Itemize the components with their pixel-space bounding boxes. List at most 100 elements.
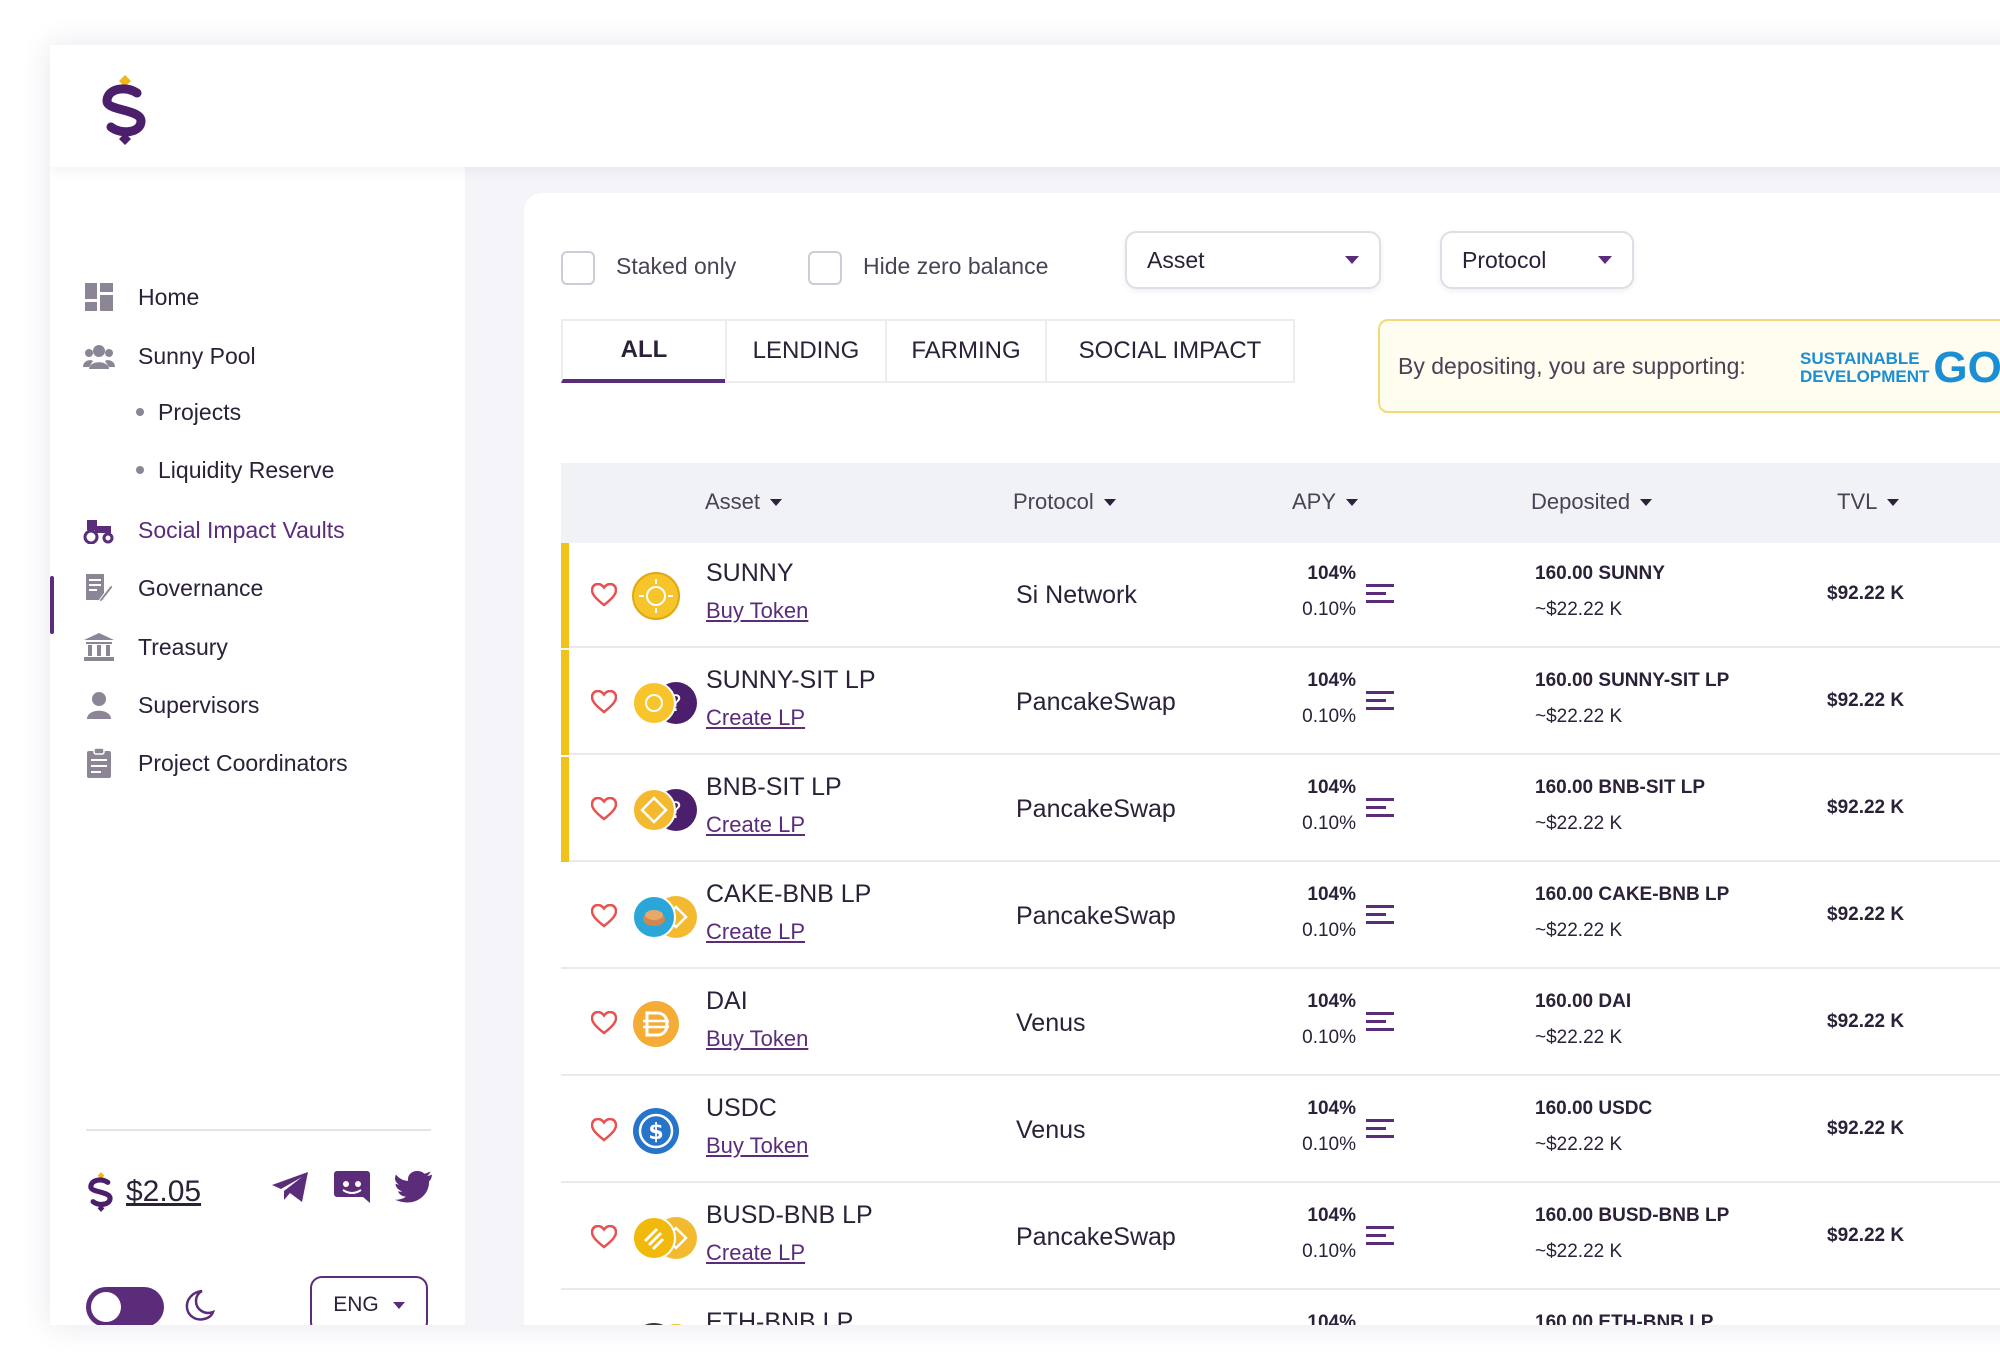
bullet-icon	[136, 408, 144, 416]
asset-action-link[interactable]: Create LP	[706, 919, 806, 944]
person-icon	[82, 688, 116, 722]
clipboard-icon	[82, 746, 116, 780]
tvl-value: $92.22 K	[1827, 1118, 1905, 1139]
asset-dropdown[interactable]: Asset	[1125, 231, 1381, 289]
sort-icon	[1103, 498, 1116, 506]
table-row[interactable]: DAI Buy Token Venus 104% 0.10% 160.00 DAI ~$22…	[561, 971, 2000, 1076]
sidebar-item-treasury[interactable]: Treasury	[82, 623, 228, 671]
language-selector[interactable]: ENG	[310, 1276, 428, 1325]
protocol-dropdown[interactable]: Protocol	[1440, 231, 1634, 289]
apy-value: 104%	[1307, 670, 1356, 691]
token-price: $2.05	[84, 1172, 201, 1212]
deposited-amount: 160.00 ETH-BNB LP	[1535, 1312, 1714, 1325]
heart-icon[interactable]	[591, 1011, 617, 1035]
chevron-down-icon	[1598, 256, 1612, 264]
apy-details-icon[interactable]	[1366, 1225, 1396, 1247]
sidebar-subitem-label: Liquidity Reserve	[158, 456, 335, 483]
svg-text:$: $	[648, 1120, 663, 1145]
asset-action-link[interactable]: Buy Token	[706, 1026, 809, 1051]
asset-name: SUNNY	[706, 559, 794, 587]
document-edit-icon	[82, 571, 116, 605]
deposited-amount: 160.00 SUNNY	[1535, 563, 1665, 584]
asset-action-link[interactable]: Buy Token	[706, 598, 809, 623]
sidebar-item-social-impact-vaults[interactable]: Social Impact Vaults	[82, 506, 345, 554]
vaults-panel: Staked only Hide zero balance Asset Prot…	[524, 193, 2000, 1325]
table-row[interactable]: BUSD-BNB LP Create LP PancakeSwap 104% 0.10%…	[561, 1185, 2000, 1290]
table-row[interactable]: CAKE-BNB LP Create LP PancakeSwap 104% 0.10%…	[561, 864, 2000, 969]
discord-icon[interactable]	[332, 1167, 372, 1207]
token-icon: $	[631, 1106, 681, 1156]
heart-icon[interactable]	[591, 690, 617, 714]
sidebar-subitem-projects[interactable]: Projects	[136, 392, 241, 432]
apy-details-icon[interactable]	[1366, 1011, 1396, 1033]
apy-value: 104%	[1307, 1098, 1356, 1119]
twitter-icon[interactable]	[394, 1167, 434, 1207]
heart-icon[interactable]	[591, 1118, 617, 1142]
bank-icon	[82, 630, 116, 664]
support-text: By depositing, you are supporting:	[1398, 352, 1746, 379]
apy-value: 104%	[1307, 1205, 1356, 1226]
sidebar-item-home[interactable]: Home	[82, 273, 199, 321]
table-row[interactable]: $ USDC Buy Token Venus 104% 0.10% 160.00 USDC ~…	[561, 1078, 2000, 1183]
tab-lending[interactable]: LENDING	[725, 319, 885, 383]
deposited-amount: 160.00 DAI	[1535, 991, 1632, 1012]
price-value[interactable]: $2.05	[126, 1175, 202, 1208]
apy-details-icon[interactable]	[1366, 904, 1396, 926]
asset-action-link[interactable]: Buy Token	[706, 1133, 809, 1158]
table-row[interactable]: SUNNY Buy Token Si Network 104% 0.10% 160.00 …	[561, 543, 2000, 648]
asset-action-link[interactable]: Create LP	[706, 705, 806, 730]
tab-all[interactable]: ALL	[561, 319, 725, 383]
dashboard-icon	[82, 280, 116, 314]
sdg-logo[interactable]: SUSTAINABLE DEVELOPMENT GO	[1800, 343, 2000, 393]
sidebar-item-project-coordinators[interactable]: Project Coordinators	[82, 739, 348, 787]
apy-sub-value: 0.10%	[1302, 813, 1356, 834]
theme-toggle[interactable]	[86, 1287, 164, 1325]
tab-farming[interactable]: FARMING	[885, 319, 1045, 383]
heart-icon[interactable]	[591, 904, 617, 928]
tab-social-impact[interactable]: SOCIAL IMPACT	[1045, 319, 1295, 383]
column-header-protocol[interactable]: Protocol	[1013, 489, 1116, 515]
apy-details-icon[interactable]	[1366, 1118, 1396, 1140]
svg-text:?: ?	[670, 799, 682, 824]
tvl-value: $92.22 K	[1827, 690, 1905, 711]
sidebar-item-governance[interactable]: Governance	[82, 564, 263, 612]
column-header-apy[interactable]: APY	[1292, 489, 1359, 515]
heart-icon[interactable]	[591, 1225, 617, 1249]
column-header-tvl[interactable]: TVL	[1837, 489, 1900, 515]
featured-accent	[561, 650, 569, 755]
sidebar-item-supervisors[interactable]: Supervisors	[82, 681, 259, 729]
asset-name: CAKE-BNB LP	[706, 880, 872, 908]
sdg-wordmark: SUSTAINABLE DEVELOPMENT	[1800, 349, 1930, 386]
svg-text:?: ?	[670, 692, 682, 717]
sidebar-subitem-liquidity-reserve[interactable]: Liquidity Reserve	[136, 450, 334, 490]
table-row[interactable]: ? SUNNY-SIT LP Create LP PancakeSwap 104% 0.1…	[561, 650, 2000, 755]
asset-action-link[interactable]: Create LP	[706, 1240, 806, 1265]
top-bar	[50, 45, 2000, 167]
apy-details-icon[interactable]	[1366, 583, 1396, 605]
apy-details-icon[interactable]	[1366, 690, 1396, 712]
telegram-icon[interactable]	[270, 1167, 310, 1207]
token-icon: ?	[631, 785, 701, 835]
sunny-logo-icon[interactable]	[95, 75, 155, 145]
deposited-usd: ~$22.22 K	[1535, 1241, 1623, 1262]
table-row[interactable]: ? BNB-SIT LP Create LP PancakeSwap 104% 0.10%…	[561, 757, 2000, 862]
apy-sub-value: 0.10%	[1302, 599, 1356, 620]
column-header-asset[interactable]: Asset	[705, 489, 783, 515]
hide-zero-balance-checkbox[interactable]	[808, 251, 842, 285]
column-header-deposited[interactable]: Deposited	[1531, 489, 1653, 515]
token-icon	[631, 1213, 701, 1263]
heart-icon[interactable]	[591, 583, 617, 607]
sidebar-item-label: Project Coordinators	[138, 749, 348, 776]
people-icon	[82, 339, 116, 373]
apy-sub-value: 0.10%	[1302, 706, 1356, 727]
asset-action-link[interactable]: Create LP	[706, 812, 806, 837]
apy-details-icon[interactable]	[1366, 797, 1396, 819]
tractor-icon	[82, 513, 116, 547]
sidebar-item-sunny-pool[interactable]: Sunny Pool	[82, 332, 256, 380]
heart-icon[interactable]	[591, 797, 617, 821]
deposited-usd: ~$22.22 K	[1535, 1134, 1623, 1155]
moon-icon	[185, 1289, 216, 1321]
staked-only-checkbox[interactable]	[561, 251, 595, 285]
protocol-name: PancakeSwap	[1016, 795, 1176, 823]
